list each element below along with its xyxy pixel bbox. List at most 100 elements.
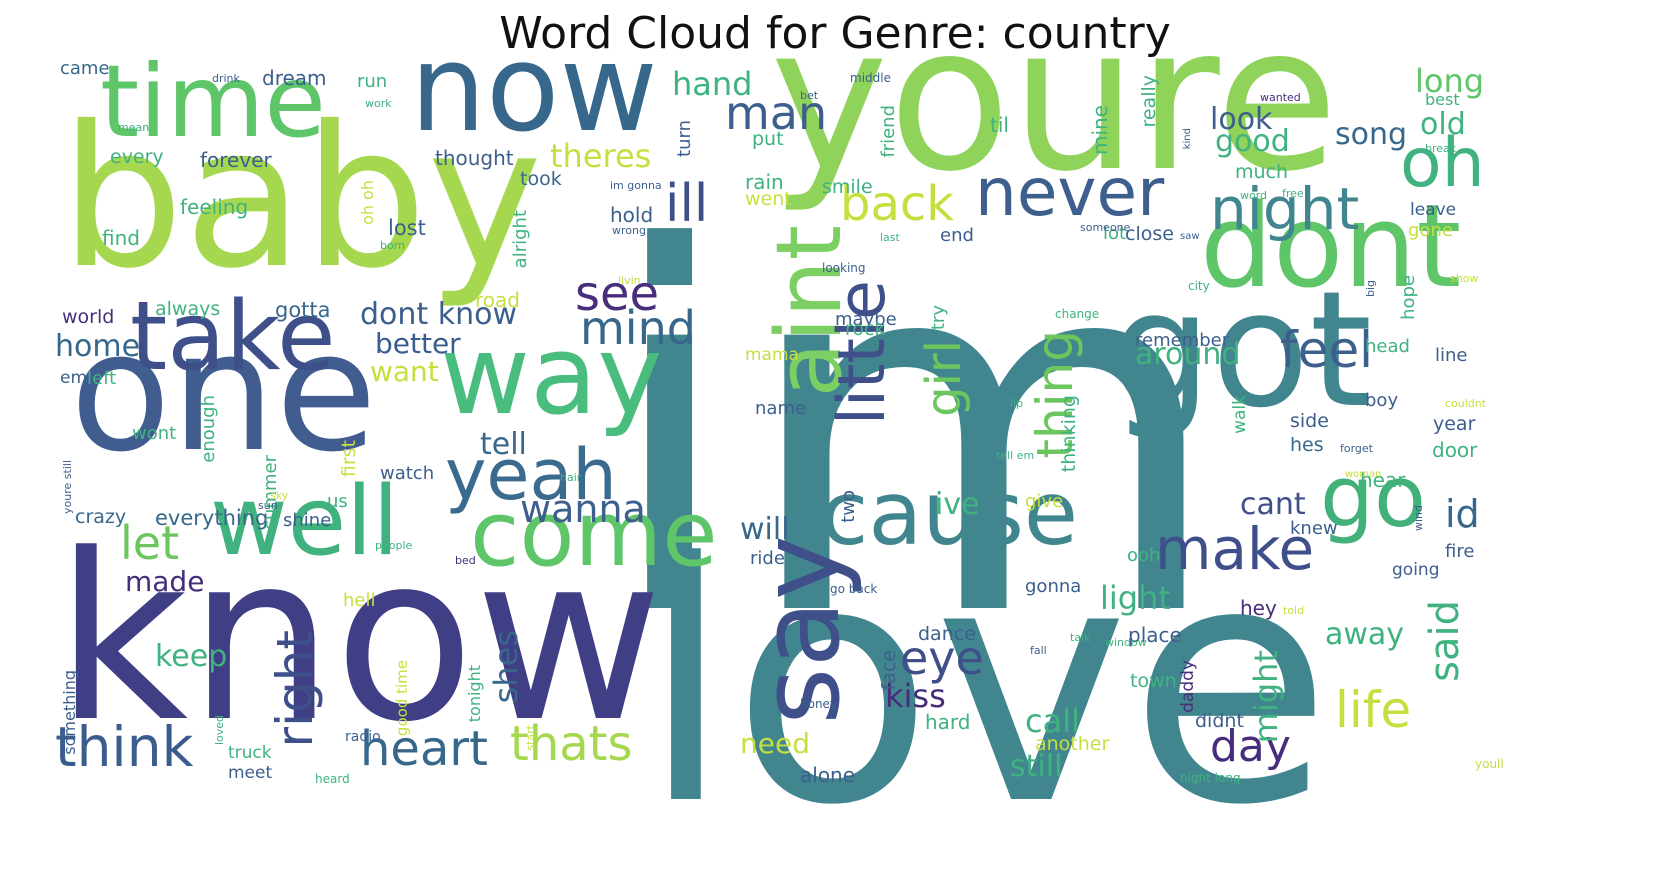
word-oh: oh [1400,124,1485,203]
word-ride: ride [750,548,785,569]
word-little: little [825,280,900,426]
word-love: love [640,493,1332,877]
word-city: city [1188,279,1210,293]
word-face: face [878,650,900,691]
word-lip: lip [1010,397,1024,410]
word-song: song [1335,117,1408,152]
word-friend: friend [878,105,899,158]
word-boy: boy [1365,390,1399,411]
word-wont: wont [132,423,177,444]
word-left: left [87,368,117,389]
word-one: one [70,296,378,488]
word-big: big [1364,280,1377,298]
word-im: im [600,144,1226,726]
word-put: put [752,128,784,150]
word-dont-know: dont know [360,297,517,332]
word-remember: remember [1135,330,1230,351]
word-drink: drink [212,72,240,85]
word-id: id [1445,492,1480,536]
word-thats: thats [510,716,633,772]
word-make: make [1155,515,1315,583]
word-gone: gone [1408,220,1453,241]
word-long: long [1415,62,1485,100]
word-baby: baby [60,84,543,311]
word-im-gonna: im gonna [610,179,662,192]
word-middle: middle [850,71,891,85]
word-going: going [1392,560,1440,580]
word-shes: shes [487,630,525,704]
word-got: got [1110,256,1373,443]
word-wrong: wrong [612,224,646,237]
word-gotta: gotta [275,298,331,322]
word-go: go [1320,448,1426,547]
word-town: town [1130,670,1177,692]
word-another: another [1035,733,1110,755]
word-line: line [1435,345,1468,366]
word-keep: keep [155,639,228,674]
word-youre-still: youre still [61,460,74,514]
word-loved: loved [213,715,226,746]
word-tell: tell [480,427,527,462]
word-break: break [1425,142,1457,155]
word-heart: heart [360,721,488,777]
word-em: em [60,368,88,388]
word-ive: ive [935,487,980,522]
word-fire: fire [1445,541,1475,562]
word-year: year [1433,413,1476,435]
word-rock: rock [845,318,886,340]
word-still: still [1010,749,1063,784]
word-livin: livin [618,274,641,287]
word-change: change [1055,307,1100,321]
word-turn: turn [674,120,695,157]
word-til: til [990,113,1009,137]
word-place: place [1128,623,1182,647]
word-forever: forever [200,148,272,172]
word-made: made [125,565,205,598]
word-word: word [1240,189,1268,202]
word-alright: alright [510,210,531,269]
word-best: best [1425,90,1460,109]
word-start: start [524,725,537,751]
word-really: really [1138,75,1160,128]
word-truck: truck [228,743,272,763]
word-always: always [155,298,221,320]
word-see: see [575,266,660,322]
word-old: old [1420,107,1466,142]
word-feel: feel [1280,321,1374,379]
word-never: never [975,154,1165,231]
word-better: better [375,327,461,360]
word-cant: cant [1240,487,1306,522]
chart-title: Word Cloud for Genre: country [499,8,1171,59]
word-hell: hell [343,590,376,611]
word-told: told [1283,604,1305,617]
word-will: will [740,512,790,547]
word-home: home [55,329,141,364]
word-youre: youre [770,0,1339,216]
word-side: side [1290,410,1329,432]
word-mean: mean [118,121,150,134]
word-around: around [1135,337,1241,372]
word-fall: fall [1030,644,1047,657]
word-woman: woman [1345,469,1382,480]
word-said: said [1422,600,1468,682]
word-wanted: wanted [1260,91,1301,104]
word-born: born [380,239,406,252]
word-ooh: ooh [1127,545,1161,566]
word-heard: heard [315,772,350,786]
word-window: window [1105,636,1147,649]
word-two: two [838,490,859,523]
word-every: every [110,146,164,168]
word-work: work [365,97,392,110]
word-someone: someone [1080,221,1131,234]
word-dream: dream [262,66,327,90]
word-dont: dont [1200,180,1462,314]
word-try: try [928,305,949,331]
word-first: first [338,440,360,478]
word-wind: wind [1412,505,1425,532]
word-life: life [1335,681,1412,739]
word-smile: smile [822,176,873,198]
word-people: people [375,539,413,552]
word-give: give [1025,491,1064,512]
word-kiss: kiss [885,677,946,715]
